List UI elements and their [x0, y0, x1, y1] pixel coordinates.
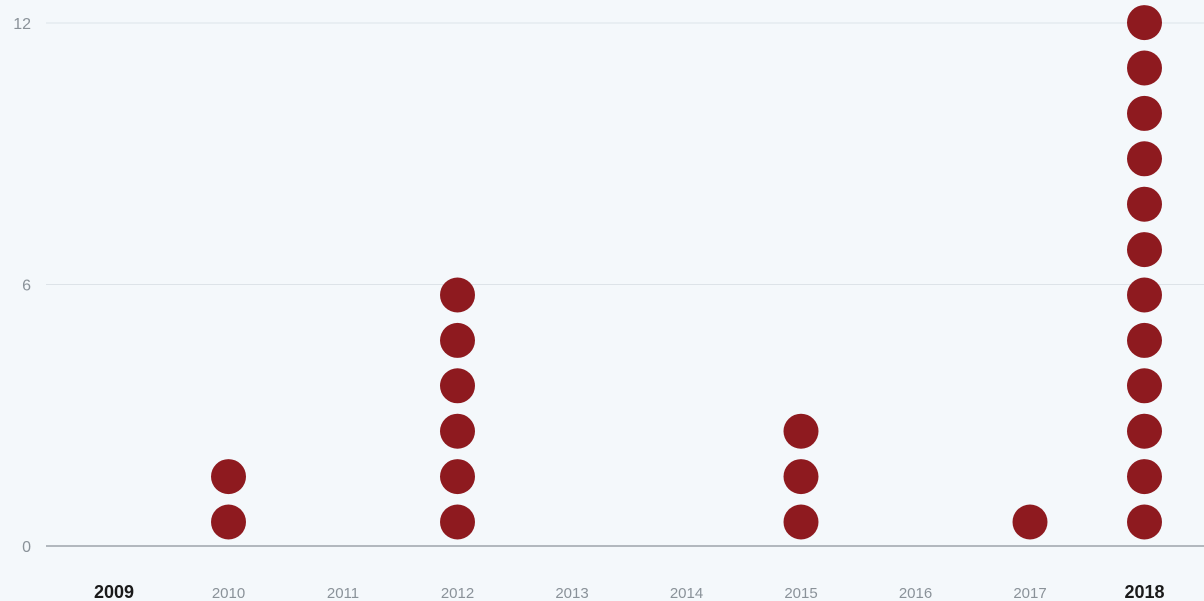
data-dot-2018 [1127, 186, 1162, 222]
data-dot-2015 [783, 413, 819, 449]
x-tick-label: 2010 [212, 585, 245, 601]
gridlines [46, 22, 1204, 285]
data-dot-2012 [440, 322, 475, 358]
x-tick-label: 2018 [1124, 582, 1164, 601]
data-dot-2017 [1012, 504, 1048, 540]
data-dot-2012 [440, 459, 475, 495]
data-dot-2018 [1127, 413, 1162, 449]
y-tick-label: 0 [22, 539, 31, 556]
data-dot-2018 [1127, 504, 1162, 540]
data-dot-2018 [1127, 459, 1162, 495]
data-dot-2018 [1127, 141, 1162, 177]
data-dot-2015 [783, 459, 819, 495]
data-dot-2010 [211, 459, 246, 495]
x-axis: 2009 2010 2011 2012 2013 2014 2015 2016 2017 2018 [46, 545, 1204, 601]
x-tick-label: 2012 [441, 585, 474, 601]
data-dot-2018 [1127, 50, 1162, 86]
data-dot-2010 [211, 504, 246, 540]
x-tick-label: 2017 [1013, 585, 1046, 601]
data-dot-2012 [440, 504, 475, 540]
data-dots [211, 5, 1162, 540]
x-tick-label: 2016 [899, 585, 932, 601]
data-dot-2012 [440, 413, 475, 449]
data-dot-2018 [1127, 322, 1162, 358]
data-dot-2012 [440, 368, 475, 404]
data-dot-2012 [440, 277, 475, 313]
x-tick-label: 2015 [784, 585, 817, 601]
data-dot-2018 [1127, 5, 1162, 41]
data-dot-2018 [1127, 95, 1162, 131]
y-tick-label: 12 [13, 16, 31, 33]
x-tick-label: 2013 [555, 585, 588, 601]
x-tick-label: 2014 [670, 585, 703, 601]
x-tick-label: 2011 [327, 585, 359, 601]
data-dot-2018 [1127, 277, 1162, 313]
data-dot-2018 [1127, 232, 1162, 268]
x-tick-label: 2009 [94, 582, 134, 601]
y-axis: 0 6 12 [13, 16, 31, 556]
data-dot-2018 [1127, 368, 1162, 404]
data-dot-2015 [783, 504, 819, 540]
y-tick-label: 6 [22, 278, 31, 295]
